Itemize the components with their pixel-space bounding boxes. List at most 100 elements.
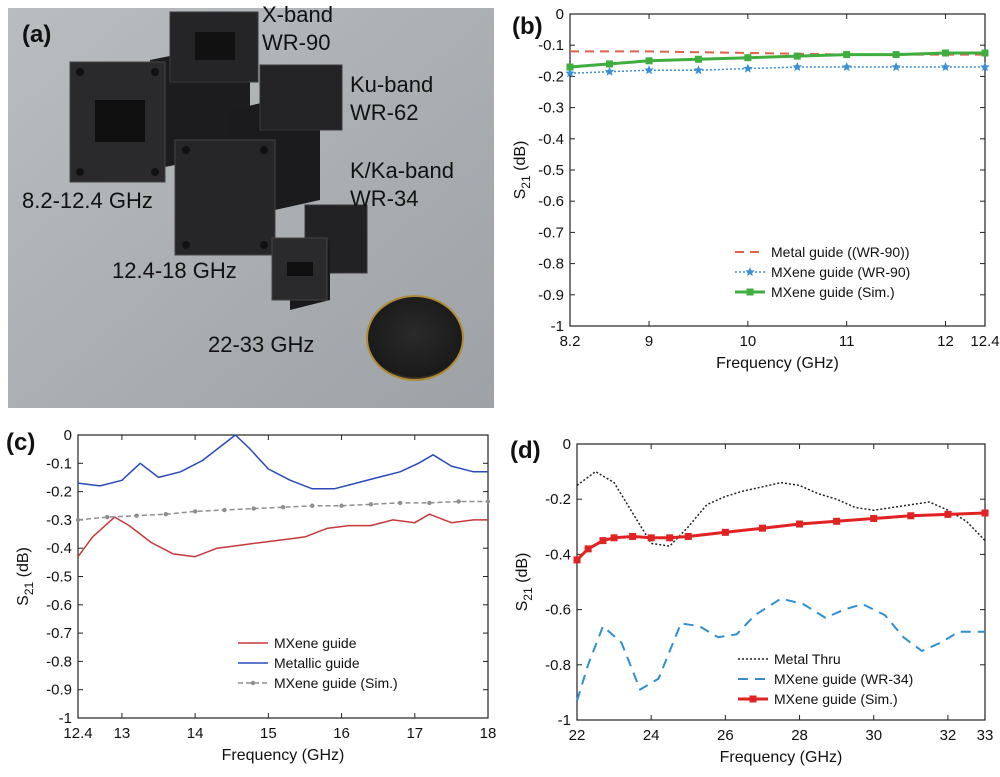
x-tick-label: 32 bbox=[940, 727, 957, 744]
y-axis-title-sub: 21 bbox=[521, 587, 535, 601]
legend: Metal Thru MXene guide (WR-34) MXene guide… bbox=[738, 651, 913, 707]
series-marker bbox=[940, 62, 951, 72]
series-marker bbox=[743, 63, 753, 73]
series-line bbox=[77, 434, 488, 490]
series-marker bbox=[251, 506, 256, 511]
series-marker bbox=[941, 49, 949, 57]
series-marker bbox=[222, 507, 227, 513]
series-marker bbox=[693, 65, 704, 75]
panel-label: (c) bbox=[6, 429, 35, 456]
series-marker bbox=[566, 63, 574, 71]
x-tick-label: 15 bbox=[260, 725, 277, 742]
legend-marker bbox=[745, 267, 755, 276]
y-tick-label: -0.2 bbox=[46, 484, 72, 501]
chart-b: 8.2 9 10 11 12 12.4 0 -0.1 -0.2 -0.3 -0.4 -0.5 -0.6 -… bbox=[512, 6, 1000, 372]
series-marker bbox=[684, 532, 692, 540]
series-marker bbox=[744, 54, 752, 62]
y-tick-label: -0.5 bbox=[46, 569, 72, 586]
series-marker bbox=[606, 60, 614, 68]
x-axis-title: Frequency (GHz) bbox=[222, 747, 345, 764]
series-marker bbox=[892, 51, 900, 59]
x-tick-label: 10 bbox=[740, 333, 757, 350]
y-tick-label: -0.3 bbox=[538, 100, 564, 117]
series-marker bbox=[75, 517, 81, 523]
x-tick-label: 13 bbox=[114, 725, 131, 742]
series-marker bbox=[758, 524, 766, 532]
series-1 bbox=[565, 62, 990, 78]
series-marker bbox=[944, 510, 952, 518]
y-axis-title-main: S bbox=[15, 595, 32, 606]
series-marker bbox=[666, 534, 674, 542]
series-line bbox=[77, 513, 488, 558]
series-marker bbox=[841, 62, 852, 72]
y-axis-title-unit: (dB) bbox=[15, 547, 32, 582]
coin bbox=[366, 295, 464, 381]
legend-label: MXene guide (WR-34) bbox=[774, 671, 913, 687]
series-marker bbox=[793, 52, 801, 60]
series-marker bbox=[565, 68, 575, 78]
label-range-kka: 22-33 GHz bbox=[208, 332, 314, 357]
label-ku-band: Ku-band bbox=[350, 72, 433, 97]
label-range-ku: 12.4-18 GHz bbox=[112, 258, 237, 283]
y-axis-title-main: S bbox=[514, 601, 531, 612]
y-axis-title-main: S bbox=[512, 189, 529, 200]
panel-label: (d) bbox=[510, 437, 541, 464]
legend-label: Metal Thru bbox=[774, 651, 841, 667]
x-tick-label: 12 bbox=[937, 333, 954, 350]
y-tick-label: -0.2 bbox=[545, 491, 571, 508]
series-marker bbox=[163, 512, 169, 517]
y-tick-label: -0.9 bbox=[46, 682, 72, 699]
series-marker bbox=[280, 504, 286, 510]
label-x-band: X-band bbox=[262, 2, 333, 27]
legend-label: Metallic guide bbox=[274, 655, 360, 671]
y-tick-label: -0.6 bbox=[545, 602, 571, 619]
series-line bbox=[569, 51, 985, 69]
legend-marker bbox=[749, 695, 757, 703]
y-axis-title-sub: 21 bbox=[22, 582, 36, 596]
x-tick-label: 18 bbox=[480, 725, 497, 742]
x-tick-label: 9 bbox=[645, 333, 653, 350]
series-marker bbox=[721, 528, 729, 536]
x-tick-label: 8.2 bbox=[560, 333, 581, 350]
y-tick-label: -0.7 bbox=[46, 625, 72, 642]
series-marker bbox=[694, 55, 702, 63]
x-tick-label: 22 bbox=[569, 727, 586, 744]
chart-d: 22 24 26 28 30 32 33 0 -0.2 -0.4 -0.6 -0.8 -1 Frequen… bbox=[510, 436, 993, 766]
series-1 bbox=[576, 597, 985, 701]
series-marker bbox=[870, 515, 878, 523]
legend-label: MXene guide (Sim.) bbox=[771, 284, 895, 300]
y-tick-label: -0.3 bbox=[46, 512, 72, 529]
series-line bbox=[77, 500, 488, 521]
chart-c: 12.4 13 14 15 16 17 18 0 -0.1 -0.2 -0.3 -0.4 -0.5 -0.… bbox=[6, 427, 496, 764]
series-marker bbox=[604, 66, 615, 76]
series-marker bbox=[456, 499, 461, 504]
series-line bbox=[575, 511, 986, 561]
y-tick-label: -0.4 bbox=[538, 131, 564, 148]
y-tick-label: -1 bbox=[558, 712, 571, 729]
series-marker bbox=[629, 532, 637, 540]
series-marker bbox=[573, 556, 581, 564]
series-marker bbox=[981, 49, 989, 57]
series-marker bbox=[792, 62, 802, 72]
x-tick-label: 33 bbox=[977, 727, 994, 744]
series-0 bbox=[576, 470, 986, 547]
y-axis-title: S21 (dB) bbox=[512, 141, 533, 200]
x-tick-label: 28 bbox=[791, 727, 808, 744]
series-marker bbox=[843, 51, 851, 59]
series-marker bbox=[339, 503, 344, 508]
label-kka-band: K/Ka-band bbox=[350, 158, 454, 183]
y-axis-title-unit: (dB) bbox=[512, 141, 529, 176]
y-tick-label: -0.1 bbox=[46, 455, 72, 472]
x-axis-title: Frequency (GHz) bbox=[720, 749, 843, 766]
series-marker bbox=[427, 500, 432, 506]
legend-label: Metal guide ((WR-90)) bbox=[771, 244, 909, 260]
series-marker bbox=[891, 62, 901, 72]
legend-label: MXene guide bbox=[274, 635, 357, 651]
series-2 bbox=[573, 509, 989, 564]
y-tick-label: 0 bbox=[64, 427, 72, 444]
series-line bbox=[569, 66, 985, 75]
series-2 bbox=[566, 49, 989, 71]
series-marker bbox=[584, 545, 592, 553]
y-tick-label: -0.8 bbox=[46, 653, 72, 670]
plot-frame bbox=[576, 443, 986, 721]
